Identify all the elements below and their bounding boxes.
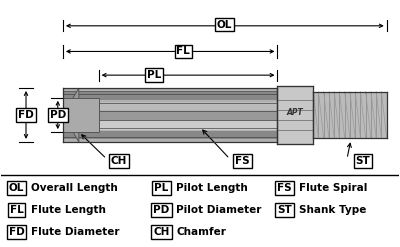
FancyBboxPatch shape xyxy=(63,88,278,142)
Text: PD: PD xyxy=(153,205,170,215)
Text: Flute Length: Flute Length xyxy=(31,205,106,215)
Bar xyxy=(63,98,99,132)
Text: FL: FL xyxy=(176,46,190,57)
Text: FD: FD xyxy=(9,227,24,237)
Text: FD: FD xyxy=(18,110,34,120)
Text: Flute Spiral: Flute Spiral xyxy=(299,183,368,193)
Text: Shank Type: Shank Type xyxy=(299,205,367,215)
FancyBboxPatch shape xyxy=(278,86,313,144)
Text: PD: PD xyxy=(50,110,66,120)
Text: ST: ST xyxy=(277,205,292,215)
Bar xyxy=(63,131,278,139)
Polygon shape xyxy=(63,88,79,142)
Bar xyxy=(63,121,278,130)
Text: FL: FL xyxy=(10,205,23,215)
Text: Overall Length: Overall Length xyxy=(31,183,118,193)
Bar xyxy=(63,92,278,100)
Text: Pilot Length: Pilot Length xyxy=(176,183,248,193)
Text: ST: ST xyxy=(356,156,370,166)
Text: FS: FS xyxy=(235,156,250,166)
Bar xyxy=(313,92,387,138)
Text: CH: CH xyxy=(153,227,170,237)
Text: Chamfer: Chamfer xyxy=(176,227,226,237)
Text: CH: CH xyxy=(110,156,127,166)
Bar xyxy=(63,111,278,120)
Text: Pilot Diameter: Pilot Diameter xyxy=(176,205,262,215)
Text: APT: APT xyxy=(286,108,303,117)
Text: PL: PL xyxy=(154,183,168,193)
Text: OL: OL xyxy=(9,183,24,193)
Text: Flute Diameter: Flute Diameter xyxy=(31,227,120,237)
Text: PL: PL xyxy=(147,70,162,80)
Text: OL: OL xyxy=(217,20,232,30)
Text: FS: FS xyxy=(277,183,292,193)
Bar xyxy=(63,102,278,110)
